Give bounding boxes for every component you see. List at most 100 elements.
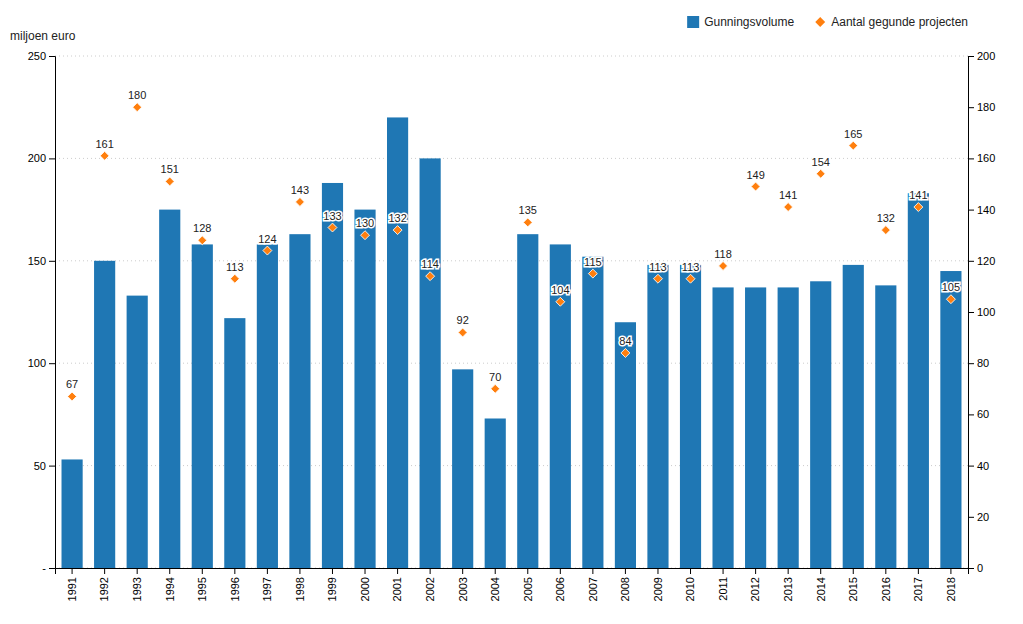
tick: 2000 xyxy=(359,568,371,601)
tick-mark xyxy=(267,568,268,574)
tick: 2001 xyxy=(391,568,403,601)
y2-axis: 020406080100120140160180200 xyxy=(968,50,995,574)
legend-swatch xyxy=(687,16,699,28)
legend: GunningsvolumeAantal gegunde projecten xyxy=(687,15,968,29)
axis-title: miljoen euro xyxy=(10,29,76,43)
data-label: 154 xyxy=(812,156,830,168)
point xyxy=(686,274,695,283)
tick-label: 2010 xyxy=(684,577,696,601)
legend-item: Aantal gegunde projecten xyxy=(815,15,968,29)
axis-line xyxy=(49,57,56,569)
bar xyxy=(517,234,538,568)
data-label: 151 xyxy=(161,163,179,175)
tick: 2005 xyxy=(522,568,534,601)
tick-label: 2011 xyxy=(717,577,729,601)
tick: 80 xyxy=(968,357,989,369)
tick: 2010 xyxy=(684,568,696,601)
tick-label: 2001 xyxy=(391,577,403,601)
point xyxy=(165,177,174,186)
grid-line xyxy=(55,56,968,57)
tick: 100 xyxy=(968,306,995,318)
tick-mark xyxy=(49,158,55,159)
tick-mark xyxy=(968,107,974,108)
tick-mark xyxy=(49,466,55,467)
tick: 1994 xyxy=(164,568,176,601)
axis-line xyxy=(969,57,975,569)
tick-mark xyxy=(202,568,203,574)
tick-label: 2006 xyxy=(554,577,566,601)
data-label: 113 xyxy=(682,261,700,273)
tick-mark xyxy=(49,568,55,569)
tick-label: 200 xyxy=(977,50,995,62)
axis-line xyxy=(56,569,969,575)
bar xyxy=(257,244,278,568)
data-label: 141 xyxy=(779,189,797,201)
point xyxy=(100,151,109,160)
point xyxy=(491,384,500,393)
tick: 2012 xyxy=(749,568,761,601)
data-label: 124 xyxy=(258,233,276,245)
data-label: 113 xyxy=(226,261,244,273)
data-label: 149 xyxy=(746,169,764,181)
plot: 6716118015112811312414313313013211492701… xyxy=(10,15,995,601)
tick-mark xyxy=(527,568,528,574)
tick-label: 2000 xyxy=(359,577,371,601)
bar xyxy=(908,193,929,568)
point xyxy=(751,182,760,191)
tick: 140 xyxy=(968,204,995,216)
data-label: 92 xyxy=(457,314,469,326)
tick-mark xyxy=(950,568,951,574)
grid xyxy=(55,56,968,568)
tick-mark xyxy=(234,568,235,574)
point xyxy=(556,297,565,306)
tick-label: 1995 xyxy=(196,577,208,601)
bar xyxy=(550,244,571,568)
tick-mark xyxy=(462,568,463,574)
tick-label: 140 xyxy=(977,204,995,216)
bar xyxy=(192,244,213,568)
tick: 1996 xyxy=(229,568,241,601)
tick-label: 2004 xyxy=(489,577,501,601)
point xyxy=(393,226,402,235)
data-label: 165 xyxy=(844,128,862,140)
bar xyxy=(94,261,115,568)
legend-label: Aantal gegunde projecten xyxy=(831,15,968,29)
bar xyxy=(485,418,506,568)
data-label: 105 xyxy=(942,281,960,293)
tick-label: 2008 xyxy=(619,577,631,601)
tick: 120 xyxy=(968,255,995,267)
legend-swatch xyxy=(815,17,825,27)
point xyxy=(816,169,825,178)
tick-mark xyxy=(332,568,333,574)
tick: 1997 xyxy=(261,568,273,601)
bar xyxy=(354,210,375,568)
tick-label: 1993 xyxy=(131,577,143,601)
tick-label: - xyxy=(42,562,46,574)
bar xyxy=(420,158,441,568)
tick-mark xyxy=(560,568,561,574)
tick-label: 120 xyxy=(977,255,995,267)
tick-label: 150 xyxy=(28,255,46,267)
tick-label: 2007 xyxy=(587,577,599,601)
tick: 2016 xyxy=(880,568,892,601)
tick-mark xyxy=(788,568,789,574)
tick-mark xyxy=(657,568,658,574)
tick: 1993 xyxy=(131,568,143,601)
tick-label: 1994 xyxy=(164,577,176,601)
tick-mark xyxy=(137,568,138,574)
tick-label: 2002 xyxy=(424,577,436,601)
bar xyxy=(680,265,701,568)
tick-label: 0 xyxy=(977,562,983,574)
tick: 2018 xyxy=(945,568,957,601)
marks xyxy=(62,103,962,568)
point xyxy=(849,141,858,150)
tick: 2009 xyxy=(652,568,664,601)
tick-label: 2003 xyxy=(457,577,469,601)
tick-label: 1991 xyxy=(66,577,78,601)
data-label: 135 xyxy=(519,204,537,216)
tick-mark xyxy=(49,363,55,364)
tick-mark xyxy=(365,568,366,574)
tick-label: 2013 xyxy=(782,577,794,601)
tick-label: 1998 xyxy=(294,577,306,601)
point-series xyxy=(68,103,956,401)
